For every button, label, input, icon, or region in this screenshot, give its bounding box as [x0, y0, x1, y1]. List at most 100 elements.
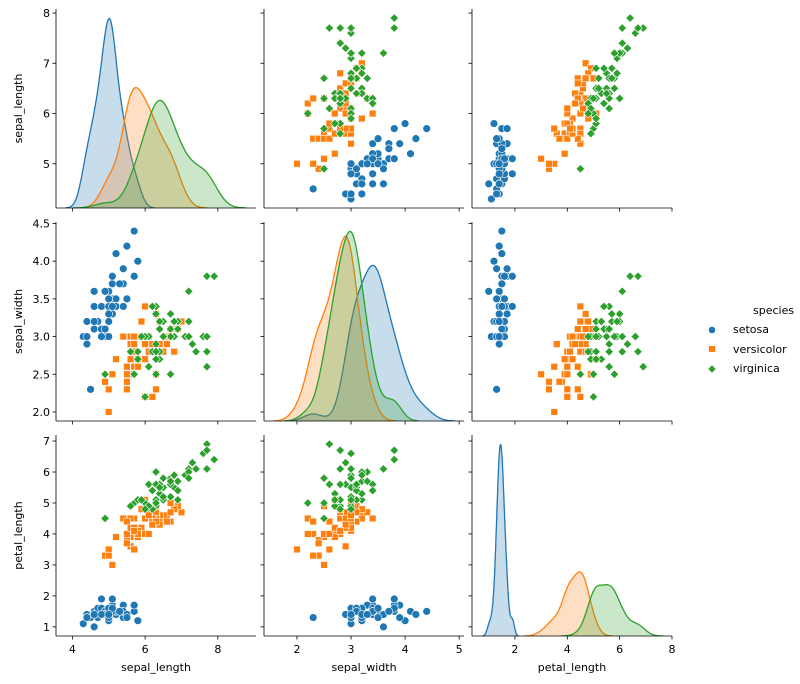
point-setosa — [368, 594, 377, 604]
point-virginica — [351, 479, 362, 490]
point-versicolor — [336, 527, 344, 535]
point-virginica — [173, 485, 183, 496]
point-versicolor — [293, 160, 301, 168]
point-versicolor — [101, 378, 109, 386]
point-setosa — [108, 604, 117, 613]
point-virginica — [202, 271, 212, 281]
point-versicolor — [123, 539, 131, 547]
point-virginica — [202, 331, 212, 342]
point-virginica — [346, 73, 356, 84]
point-setosa — [487, 194, 496, 204]
point-virginica — [154, 488, 165, 499]
point-virginica — [346, 495, 356, 505]
legend-label: setosa — [733, 323, 770, 337]
plot-area — [293, 13, 431, 204]
point-virginica — [202, 362, 212, 372]
point-versicolor — [112, 355, 120, 363]
point-setosa — [384, 607, 394, 616]
point-virginica — [622, 43, 633, 53]
point-versicolor — [309, 517, 317, 526]
point-setosa — [411, 134, 421, 143]
point-virginica — [319, 513, 329, 524]
point-virginica — [346, 464, 356, 474]
point-setosa — [108, 594, 117, 604]
point-setosa — [495, 332, 504, 341]
point-versicolor — [581, 74, 590, 83]
point-setosa — [497, 279, 507, 289]
point-setosa — [492, 189, 501, 199]
point-setosa — [122, 294, 132, 304]
point-setosa — [115, 279, 124, 289]
point-setosa — [82, 339, 92, 349]
point-setosa — [111, 294, 121, 304]
y-tick-label: 8 — [43, 7, 50, 20]
point-versicolor — [119, 332, 127, 341]
point-versicolor — [584, 317, 592, 326]
point-setosa — [129, 272, 139, 281]
point-versicolor — [568, 355, 577, 363]
point-setosa — [379, 622, 388, 632]
point-virginica — [335, 38, 345, 48]
point-virginica — [351, 88, 362, 99]
legend-item-virginica: virginica — [697, 359, 794, 379]
point-virginica — [151, 346, 161, 357]
point-versicolor — [560, 150, 569, 158]
x-tick-label: 6 — [142, 643, 149, 656]
point-setosa — [100, 324, 110, 334]
point-virginica — [389, 454, 399, 465]
point-versicolor — [325, 517, 334, 526]
point-virginica — [187, 457, 198, 468]
point-virginica — [638, 362, 648, 372]
legend-label: versicolor — [733, 342, 787, 356]
y-tick-label: 7 — [43, 435, 50, 448]
point-setosa — [497, 249, 507, 258]
point-setosa — [492, 134, 501, 143]
point-setosa — [489, 256, 499, 266]
y-tick-label: 4.0 — [33, 255, 51, 268]
point-setosa — [495, 309, 504, 319]
legend-item-versicolor: versicolor — [697, 340, 794, 360]
kde-line-setosa — [65, 17, 156, 208]
plot-area — [484, 13, 648, 204]
point-setosa — [495, 339, 504, 349]
point-versicolor — [309, 551, 317, 560]
point-setosa — [502, 124, 512, 133]
point-setosa — [104, 294, 113, 304]
point-versicolor — [581, 325, 590, 333]
kde-fill-virginica — [283, 231, 419, 421]
point-versicolor — [123, 530, 131, 538]
point-versicolor — [555, 378, 564, 386]
point-virginica — [588, 369, 599, 379]
point-virginica — [319, 498, 329, 508]
point-virginica — [154, 482, 165, 493]
x-tick-label: 8 — [669, 643, 676, 656]
point-virginica — [633, 271, 643, 281]
kde-fill-setosa — [65, 18, 156, 208]
point-setosa — [82, 332, 92, 341]
point-versicolor — [545, 160, 553, 168]
point-versicolor — [309, 160, 317, 168]
point-versicolor — [145, 530, 153, 538]
point-virginica — [147, 485, 158, 496]
point-setosa — [411, 610, 421, 619]
point-setosa — [497, 324, 507, 334]
x-tick-label: 2 — [293, 643, 300, 656]
point-versicolor — [358, 114, 366, 123]
point-setosa — [115, 607, 124, 616]
point-setosa — [495, 241, 504, 251]
point-setosa — [368, 139, 377, 148]
point-virginica — [303, 498, 313, 508]
y-tick-label: 6 — [43, 108, 50, 121]
point-virginica — [604, 324, 614, 334]
point-versicolor — [108, 561, 117, 569]
y-tick-label: 7 — [43, 57, 50, 70]
point-virginica — [575, 369, 586, 379]
y-tick-label: 2.5 — [33, 368, 51, 381]
plot-area — [293, 439, 431, 632]
point-setosa — [497, 302, 507, 311]
point-versicolor — [304, 99, 312, 108]
point-virginica — [617, 286, 627, 297]
point-setosa — [495, 179, 504, 189]
point-virginica — [586, 128, 596, 139]
kde-fill-versicolor — [79, 87, 208, 208]
